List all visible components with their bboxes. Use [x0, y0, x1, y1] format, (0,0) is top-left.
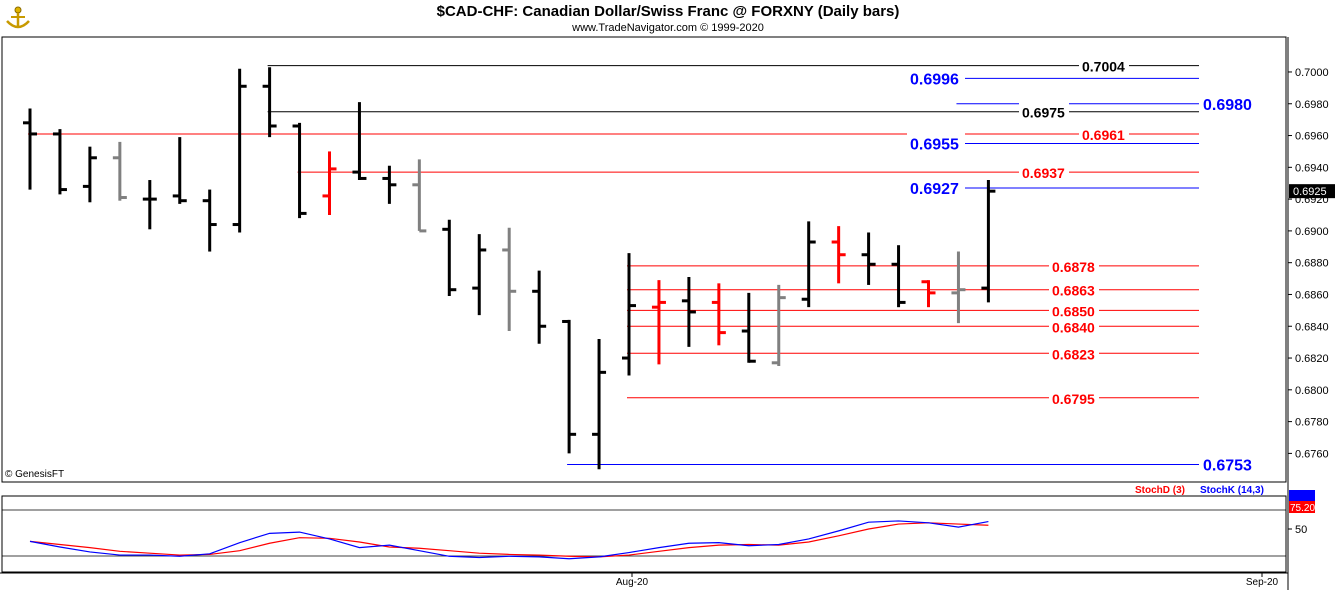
y-tick-label: 0.6860: [1295, 289, 1329, 301]
stoch-y-tick-label: 50: [1295, 524, 1307, 536]
y-tick-label: 0.6960: [1295, 131, 1329, 143]
y-tick-label: 0.7000: [1295, 67, 1329, 79]
y-tick-label: 0.6820: [1295, 353, 1329, 365]
stoch-last-value-label: 75.20: [1290, 503, 1315, 514]
level-label-bg: [1019, 162, 1069, 182]
last-price-box: [1289, 184, 1335, 199]
y-tick-label: 0.6900: [1295, 226, 1329, 238]
level-label-bg: [1079, 123, 1129, 143]
level-label-bg: [907, 133, 965, 153]
stoch-k-legend: StochK (14,3): [1200, 485, 1264, 496]
y-tick-label: 0.6780: [1295, 417, 1329, 429]
level-label: 0.6996: [910, 71, 959, 88]
y-tick-label: 0.6840: [1295, 321, 1329, 333]
stoch-line: [29, 522, 989, 558]
level-label-bg: [907, 68, 965, 88]
x-tick-label: Sep-20: [1246, 577, 1279, 588]
level-label-bg: [1079, 55, 1129, 75]
stoch-d-value-box: [1289, 501, 1315, 513]
level-label: 0.6961: [1082, 127, 1125, 143]
stoch-line: [29, 520, 989, 560]
level-label-bg: [1019, 101, 1069, 121]
y-tick-label: 0.6980: [1295, 99, 1329, 111]
stoch-k-value-box: [1289, 490, 1315, 502]
y-tick-label: 0.6800: [1295, 385, 1329, 397]
stoch-d-legend: StochD (3): [1135, 485, 1185, 496]
chart-title: $CAD-CHF: Canadian Dollar/Swiss Franc @ …: [436, 3, 900, 20]
x-tick-label: Aug-20: [616, 577, 649, 588]
trade-navigator-logo-icon: [6, 6, 30, 29]
level-label: 0.6840: [1052, 319, 1095, 335]
level-label: 0.6927: [910, 181, 959, 198]
level-label: 0.6980: [1203, 97, 1252, 114]
level-label: 0.6878: [1052, 259, 1095, 275]
y-tick-label: 0.6760: [1295, 448, 1329, 460]
level-label: 0.6823: [1052, 346, 1095, 362]
y-tick-label: 0.6940: [1295, 162, 1329, 174]
level-label-bg: [907, 177, 965, 197]
level-label-bg: [1049, 343, 1099, 363]
last-price-label: 0.6925: [1293, 186, 1327, 198]
level-label: 0.6863: [1052, 283, 1095, 299]
level-label-bg: [1049, 316, 1099, 336]
level-label: 0.6850: [1052, 303, 1095, 319]
level-label-bg: [1049, 255, 1099, 275]
level-label: 0.6753: [1203, 458, 1252, 475]
level-label: 0.6795: [1052, 391, 1095, 407]
stochastic-panel: [1, 495, 1287, 573]
chart-subtitle: www.TradeNavigator.com © 1999-2020: [572, 22, 764, 34]
copyright-label: © GenesisFT: [5, 469, 64, 480]
level-label-bg: [1049, 300, 1099, 320]
level-label: 0.7004: [1082, 59, 1125, 75]
level-label: 0.6955: [910, 136, 959, 153]
level-label: 0.6937: [1022, 165, 1065, 181]
level-label: 0.6975: [1022, 105, 1065, 121]
y-tick-label: 0.6880: [1295, 258, 1329, 270]
level-label-bg: [1049, 387, 1099, 407]
level-label-bg: [1049, 279, 1099, 299]
level-label-bg: [1200, 93, 1258, 113]
level-label-bg: [1200, 454, 1258, 474]
